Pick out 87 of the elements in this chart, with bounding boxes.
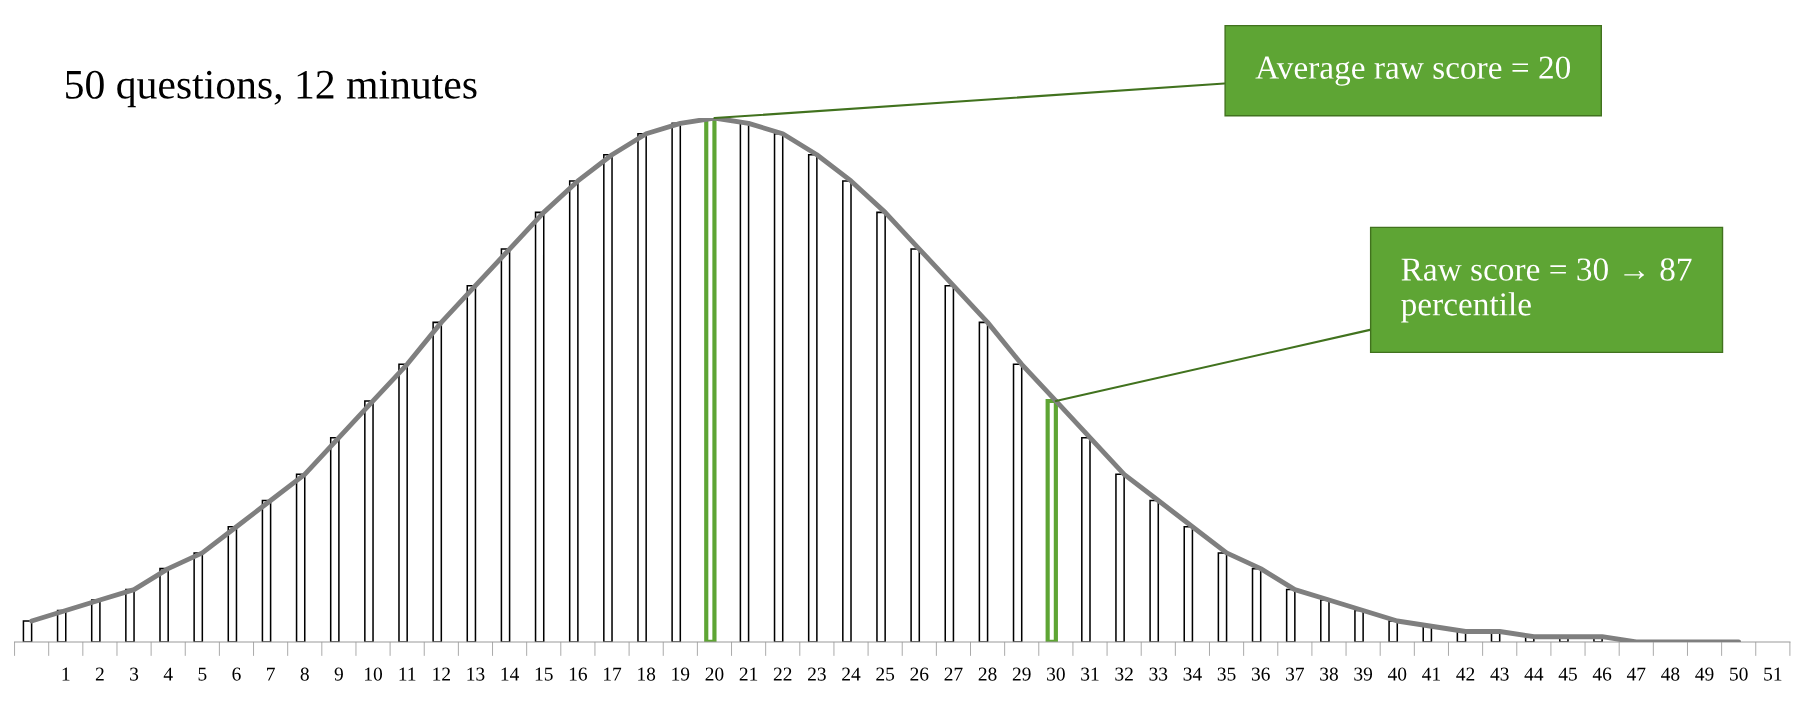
bar [807, 153, 818, 642]
x-tick-label: 44 [1524, 667, 1544, 681]
bar [1285, 588, 1296, 642]
x-tick-label: 22 [773, 667, 792, 681]
x-tick-label: 25 [876, 667, 895, 681]
x-tick-label: 4 [163, 667, 173, 681]
x-tick-label: 48 [1661, 667, 1680, 681]
bar [329, 436, 340, 642]
x-tick-label: 11 [399, 667, 416, 681]
annotation: Raw score = 30 → 87 percentile [1401, 258, 1692, 323]
bar [398, 363, 408, 642]
bar [944, 284, 955, 642]
bar [1115, 473, 1125, 642]
bar [1081, 436, 1091, 642]
x-tick-label: 27 [944, 667, 963, 681]
x-tick-label: 1 [62, 667, 70, 681]
bar [1183, 525, 1194, 642]
x-tick-label: 29 [1012, 667, 1031, 681]
bar [603, 153, 613, 642]
x-tick-label: 6 [232, 667, 241, 681]
x-tick-label: 7 [267, 667, 275, 681]
x-tick-label: 26 [910, 667, 929, 681]
x-tick-label: 51 [1764, 667, 1782, 681]
bar [1251, 567, 1262, 642]
x-tick-label: 45 [1558, 667, 1577, 681]
chart-title: 50 questions, 12 minutes [66, 70, 477, 108]
bar [773, 133, 784, 642]
x-tick-label: 46 [1592, 667, 1612, 681]
x-tick-label: 37 [1286, 667, 1305, 681]
x-tick-label: 42 [1456, 667, 1475, 681]
x-tick-label: 32 [1115, 667, 1133, 681]
x-tick-label: 31 [1081, 667, 1099, 681]
x-tick-label: 13 [467, 667, 485, 681]
bar [1354, 609, 1364, 642]
bar [568, 180, 579, 642]
x-tick-label: 9 [334, 667, 343, 681]
x-tick-label: 34 [1183, 667, 1202, 681]
x-tick-label: 15 [535, 667, 553, 681]
bar [978, 321, 989, 642]
x-tick-label: 38 [1320, 667, 1338, 681]
bar [1320, 599, 1330, 642]
bar [910, 248, 921, 642]
x-tick-label: 21 [739, 667, 758, 681]
bar [432, 321, 443, 642]
bar [500, 248, 511, 642]
x-tick-label: 14 [501, 667, 520, 681]
x-tick-label: 17 [604, 667, 622, 681]
x-tick-label: 24 [842, 667, 861, 681]
x-tick-label: 30 [1047, 667, 1065, 681]
x-tick-label: 40 [1387, 667, 1407, 681]
bar [739, 122, 750, 642]
bar [364, 400, 374, 642]
x-tick-label: 5 [198, 667, 207, 681]
x-tick-label: 49 [1695, 667, 1714, 681]
x-tick-label: 12 [433, 667, 450, 681]
bar [125, 588, 135, 642]
x-tick-label: 23 [808, 667, 826, 681]
bar [534, 211, 545, 642]
x-tick-label: 10 [365, 667, 383, 681]
bar [842, 180, 852, 642]
bar [637, 133, 647, 642]
x-tick-label: 3 [130, 667, 139, 681]
x-tick-label: 47 [1626, 667, 1646, 681]
bar [466, 284, 477, 642]
x-tick-label: 18 [638, 667, 656, 681]
x-tick-label: 8 [300, 667, 309, 681]
bar [876, 211, 886, 642]
x-tick-label: 19 [672, 667, 690, 681]
x-tick-label: 43 [1490, 667, 1509, 681]
bar [1388, 620, 1399, 642]
bar [1149, 499, 1160, 642]
x-tick-label: 33 [1149, 667, 1168, 681]
x-tick-label: 20 [705, 667, 724, 681]
bar [193, 552, 204, 642]
bar [1217, 552, 1228, 642]
annotation: Average raw score = 20 [1255, 56, 1571, 86]
x-tick-label: 39 [1354, 667, 1373, 681]
x-tick-label: 41 [1422, 667, 1440, 681]
bar [159, 567, 169, 642]
bar [1012, 363, 1023, 642]
x-tick-label: 35 [1217, 667, 1236, 681]
x-tick-label: 2 [95, 667, 104, 681]
x-tick-label: 50 [1730, 667, 1748, 681]
x-tick-label: 36 [1251, 667, 1270, 681]
bar [295, 473, 306, 642]
x-tick-label: 28 [978, 667, 997, 681]
x-tick-label: 16 [569, 667, 588, 681]
